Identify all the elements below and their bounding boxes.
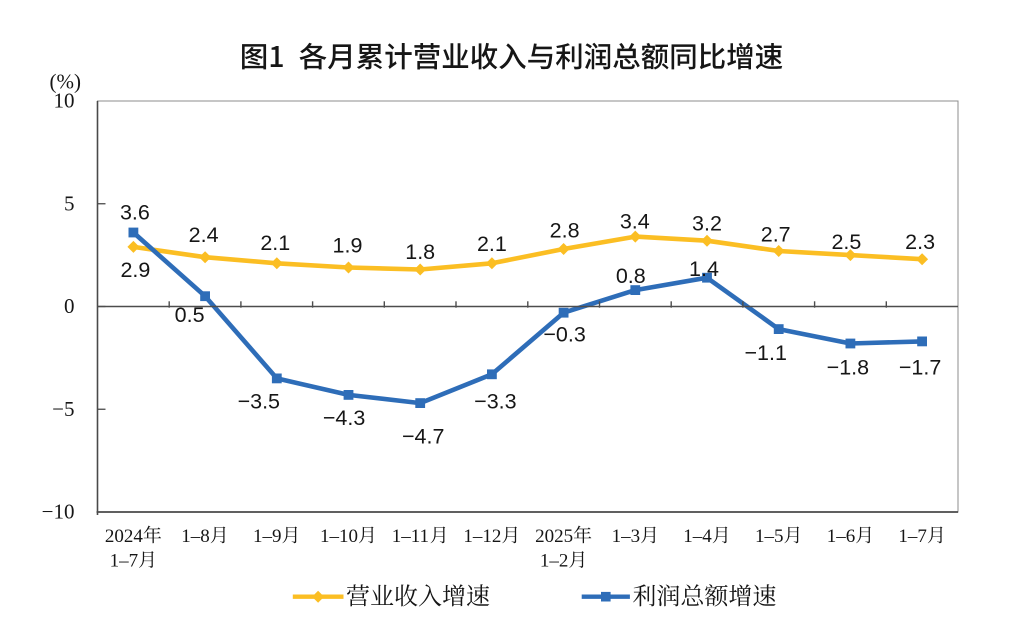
- svg-text:2024: 2024: [105, 526, 143, 547]
- svg-text:3.2: 3.2: [692, 211, 722, 235]
- svg-text:1–7: 1–7: [898, 526, 927, 547]
- svg-text:2.3: 2.3: [905, 230, 935, 254]
- svg-text:−0.3: −0.3: [543, 323, 585, 347]
- svg-text:−3.5: −3.5: [238, 390, 280, 414]
- svg-text:2.1: 2.1: [260, 231, 290, 255]
- svg-text:2.4: 2.4: [189, 223, 219, 247]
- svg-text:−4.7: −4.7: [402, 424, 444, 448]
- svg-text:1–2: 1–2: [540, 550, 569, 571]
- svg-text:0.8: 0.8: [616, 264, 646, 288]
- svg-text:0.5: 0.5: [175, 303, 205, 327]
- svg-text:2.5: 2.5: [831, 230, 861, 254]
- svg-text:0: 0: [64, 294, 75, 318]
- svg-text:2.1: 2.1: [477, 232, 507, 256]
- svg-text:2025: 2025: [535, 526, 573, 547]
- svg-text:1–4: 1–4: [683, 526, 712, 547]
- svg-text:1–3: 1–3: [612, 526, 641, 547]
- svg-text:1–11: 1–11: [392, 526, 429, 547]
- svg-text:2.7: 2.7: [761, 223, 791, 247]
- svg-text:1–8: 1–8: [181, 526, 210, 547]
- svg-text:−10: −10: [42, 500, 75, 524]
- svg-text:−3.3: −3.3: [474, 389, 516, 413]
- svg-text:1.9: 1.9: [333, 234, 363, 258]
- svg-text:2.9: 2.9: [120, 258, 150, 282]
- svg-text:1–7: 1–7: [110, 550, 139, 571]
- svg-text:1–9: 1–9: [253, 526, 282, 547]
- svg-text:1–12: 1–12: [463, 526, 501, 547]
- svg-text:5: 5: [64, 191, 75, 215]
- svg-text:−4.3: −4.3: [323, 406, 365, 430]
- svg-text:−1.8: −1.8: [827, 355, 869, 379]
- svg-text:10: 10: [54, 89, 75, 113]
- svg-text:−1.7: −1.7: [899, 355, 941, 379]
- svg-text:1.8: 1.8: [405, 240, 435, 264]
- svg-text:3.4: 3.4: [620, 210, 650, 234]
- svg-text:3.6: 3.6: [120, 201, 150, 225]
- svg-text:1.4: 1.4: [689, 257, 719, 281]
- svg-text:2.8: 2.8: [550, 218, 580, 242]
- svg-text:1–10: 1–10: [320, 526, 358, 547]
- svg-text:(%): (%): [50, 70, 81, 94]
- svg-text:−1.1: −1.1: [744, 341, 786, 365]
- svg-text:−5: −5: [52, 397, 74, 421]
- svg-text:1–5: 1–5: [755, 526, 784, 547]
- svg-text:1–6: 1–6: [827, 526, 856, 547]
